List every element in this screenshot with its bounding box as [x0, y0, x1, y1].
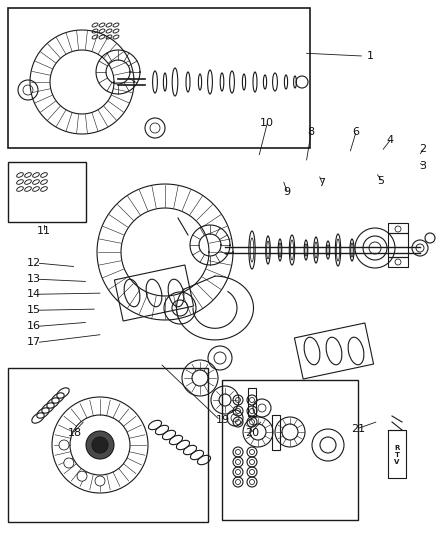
Text: 6: 6 [352, 127, 359, 137]
Text: R
T
V: R T V [394, 445, 400, 465]
Bar [388, 233, 408, 257]
Text: 16: 16 [27, 321, 41, 331]
Text: 7: 7 [318, 179, 325, 188]
Bar [272, 415, 280, 450]
Text: 3: 3 [419, 161, 426, 171]
Bar [248, 388, 256, 416]
Text: 8: 8 [307, 127, 314, 137]
Text: 15: 15 [27, 305, 41, 315]
Circle shape [92, 437, 108, 453]
Text: 4: 4 [386, 135, 393, 144]
Bar [388, 223, 408, 233]
Bar [222, 380, 358, 520]
Circle shape [59, 440, 69, 450]
Text: 2: 2 [419, 144, 426, 154]
Bar [388, 257, 408, 267]
Text: 20: 20 [245, 428, 259, 438]
Text: 19: 19 [216, 415, 230, 425]
Text: 9: 9 [283, 187, 290, 197]
Text: 13: 13 [27, 274, 41, 284]
Text: 14: 14 [27, 289, 41, 299]
Text: 12: 12 [27, 259, 41, 268]
Circle shape [95, 476, 105, 486]
Circle shape [64, 458, 74, 468]
Bar [8, 8, 310, 148]
Circle shape [86, 431, 114, 459]
Bar [8, 368, 208, 522]
Circle shape [77, 471, 87, 481]
Polygon shape [388, 430, 406, 478]
Text: 10: 10 [260, 118, 274, 127]
Text: 11: 11 [37, 226, 51, 236]
Text: 18: 18 [67, 428, 81, 438]
Text: 17: 17 [27, 337, 41, 347]
Text: 21: 21 [351, 424, 365, 434]
Text: 5: 5 [378, 176, 385, 186]
Bar [8, 162, 86, 222]
Text: 1: 1 [367, 51, 374, 61]
